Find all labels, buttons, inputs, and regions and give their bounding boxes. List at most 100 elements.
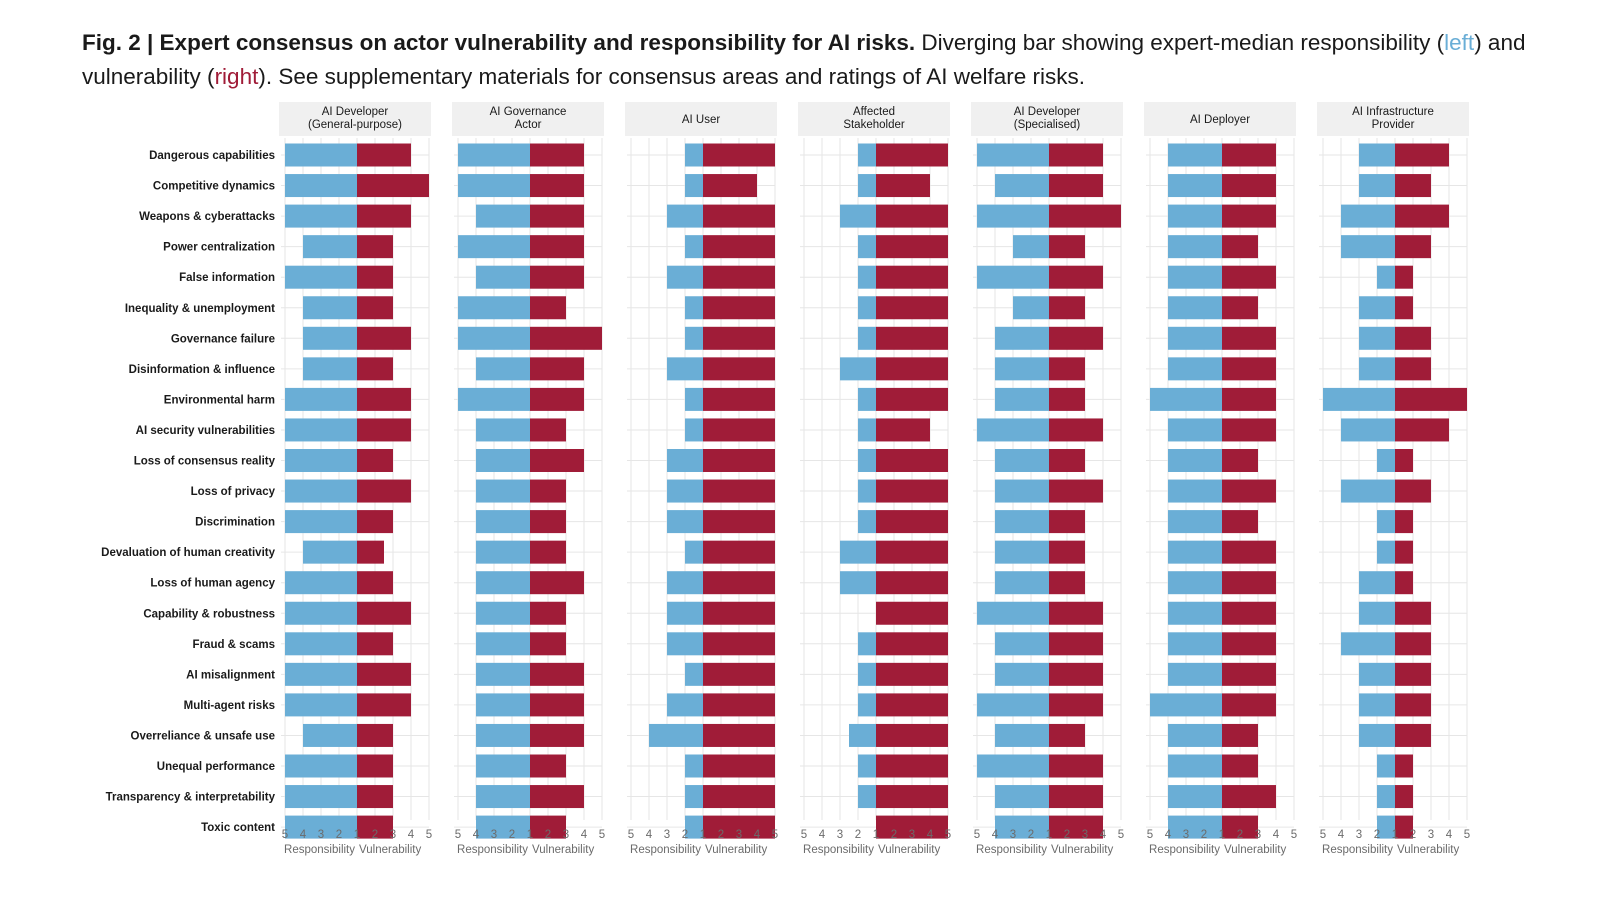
x-tick-label: 3: [563, 829, 569, 841]
bar-responsibility-ai-developer-general-purpose-capability-robustness: [285, 601, 357, 625]
bar-vulnerability-ai-deployer-transparency-interpretability: [1222, 785, 1276, 809]
x-tick-label: 1: [1392, 829, 1398, 841]
panel-title-affected-stakeholder: Affected: [853, 106, 895, 118]
x-axis-label-vulnerability: Vulnerability: [1051, 844, 1113, 856]
bar-vulnerability-affected-stakeholder-disinformation-influence: [876, 357, 948, 381]
x-tick-label: 4: [1273, 829, 1280, 841]
bar-vulnerability-ai-user-loss-of-consensus-reality: [703, 449, 775, 472]
category-label-loss-of-consensus-reality: Loss of consensus reality: [134, 456, 276, 468]
panel-title-ai-developer-general-purpose: (General-purpose): [308, 119, 402, 131]
bar-responsibility-ai-user-devaluation-of-human-creativity: [685, 540, 703, 564]
bar-responsibility-ai-user-transparency-interpretability: [685, 785, 703, 809]
bar-responsibility-ai-governance-actor-power-centralization: [458, 235, 530, 259]
bar-vulnerability-ai-developer-specialised-capability-robustness: [1049, 601, 1103, 625]
bar-vulnerability-ai-governance-actor-ai-misalignment: [530, 662, 584, 686]
bar-vulnerability-ai-deployer-overreliance-unsafe-use: [1222, 723, 1258, 747]
x-tick-label: 3: [664, 829, 670, 841]
bar-vulnerability-ai-developer-specialised-overreliance-unsafe-use: [1049, 723, 1085, 747]
category-label-false-information: False information: [179, 272, 275, 284]
bar-responsibility-ai-governance-actor-fraud-scams: [476, 632, 530, 656]
bar-responsibility-ai-developer-general-purpose-ai-misalignment: [285, 662, 357, 686]
bar-responsibility-ai-developer-specialised-power-centralization: [1013, 235, 1049, 259]
bar-responsibility-ai-user-ai-misalignment: [685, 662, 703, 686]
bar-vulnerability-ai-developer-general-purpose-fraud-scams: [357, 632, 393, 656]
bar-responsibility-ai-developer-general-purpose-discrimination: [285, 510, 357, 534]
bar-responsibility-ai-user-loss-of-privacy: [667, 479, 703, 503]
bar-responsibility-ai-infrastructure-provider-competitive-dynamics: [1359, 174, 1395, 198]
bar-vulnerability-ai-developer-general-purpose-loss-of-consensus-reality: [357, 449, 393, 472]
bar-vulnerability-ai-deployer-competitive-dynamics: [1222, 174, 1276, 198]
bar-responsibility-affected-stakeholder-overreliance-unsafe-use: [849, 723, 876, 747]
bar-responsibility-ai-developer-specialised-unequal-performance: [977, 754, 1049, 778]
bar-responsibility-ai-developer-general-purpose-loss-of-consensus-reality: [285, 449, 357, 472]
bar-responsibility-ai-infrastructure-provider-overreliance-unsafe-use: [1359, 723, 1395, 747]
bar-vulnerability-affected-stakeholder-unequal-performance: [876, 754, 948, 778]
category-label-devaluation-of-human-creativity: Devaluation of human creativity: [101, 547, 275, 559]
category-label-loss-of-human-agency: Loss of human agency: [150, 578, 275, 590]
panel-header-bg-ai-developer-specialised: [971, 102, 1123, 136]
bar-responsibility-ai-deployer-devaluation-of-human-creativity: [1168, 540, 1222, 564]
x-tick-label: 5: [426, 829, 432, 841]
bar-responsibility-ai-deployer-multi-agent-risks: [1150, 693, 1222, 717]
bar-vulnerability-ai-infrastructure-provider-fraud-scams: [1395, 632, 1431, 656]
bar-responsibility-affected-stakeholder-weapons-cyberattacks: [840, 204, 876, 228]
x-tick-label: 5: [1320, 829, 1326, 841]
x-tick-label: 3: [909, 829, 915, 841]
bar-responsibility-ai-developer-specialised-loss-of-human-agency: [995, 571, 1049, 595]
bar-vulnerability-ai-developer-specialised-devaluation-of-human-creativity: [1049, 540, 1085, 564]
bar-responsibility-ai-governance-actor-false-information: [476, 265, 530, 289]
bar-vulnerability-ai-developer-general-purpose-ai-security-vulnerabilities: [357, 418, 411, 442]
panel-title-affected-stakeholder: Stakeholder: [843, 119, 905, 131]
bar-vulnerability-ai-governance-actor-loss-of-human-agency: [530, 571, 584, 595]
figure-caption: Fig. 2 | Expert consensus on actor vulne…: [82, 26, 1572, 94]
x-axis-label-vulnerability: Vulnerability: [359, 844, 421, 856]
bar-vulnerability-ai-infrastructure-provider-transparency-interpretability: [1395, 785, 1413, 809]
bar-vulnerability-ai-governance-actor-overreliance-unsafe-use: [530, 723, 584, 747]
bar-vulnerability-ai-developer-specialised-loss-of-privacy: [1049, 479, 1103, 503]
x-tick-label: 4: [473, 829, 480, 841]
bar-vulnerability-affected-stakeholder-overreliance-unsafe-use: [876, 723, 948, 747]
bar-responsibility-ai-deployer-ai-misalignment: [1168, 662, 1222, 686]
bar-responsibility-ai-governance-actor-toxic-content: [476, 815, 530, 839]
bar-vulnerability-affected-stakeholder-capability-robustness: [876, 601, 948, 625]
bar-responsibility-ai-developer-specialised-transparency-interpretability: [995, 785, 1049, 809]
x-tick-label: 4: [1100, 829, 1107, 841]
x-tick-label: 5: [974, 829, 980, 841]
x-tick-label: 3: [1356, 829, 1362, 841]
bar-responsibility-affected-stakeholder-environmental-harm: [858, 387, 876, 411]
x-axis-label-responsibility: Responsibility: [284, 844, 355, 856]
x-axis-label-responsibility: Responsibility: [1149, 844, 1220, 856]
x-tick-label: 5: [282, 829, 288, 841]
bar-vulnerability-affected-stakeholder-loss-of-consensus-reality: [876, 449, 948, 472]
x-tick-label: 2: [682, 829, 688, 841]
bar-responsibility-ai-user-multi-agent-risks: [667, 693, 703, 717]
panel-header-bg-ai-infrastructure-provider: [1317, 102, 1469, 136]
bar-vulnerability-ai-user-ai-misalignment: [703, 662, 775, 686]
bar-vulnerability-ai-user-fraud-scams: [703, 632, 775, 656]
panel-title-ai-infrastructure-provider: Provider: [1372, 119, 1415, 131]
x-tick-label: 3: [1082, 829, 1088, 841]
bar-responsibility-ai-developer-general-purpose-multi-agent-risks: [285, 693, 357, 717]
x-tick-label: 5: [599, 829, 605, 841]
bar-vulnerability-ai-deployer-capability-robustness: [1222, 601, 1276, 625]
bar-vulnerability-affected-stakeholder-inequality-unemployment: [876, 296, 948, 320]
bar-responsibility-ai-user-toxic-content: [685, 815, 703, 839]
bar-vulnerability-ai-governance-actor-dangerous-capabilities: [530, 143, 584, 167]
bar-vulnerability-ai-user-multi-agent-risks: [703, 693, 775, 717]
bar-vulnerability-ai-deployer-disinformation-influence: [1222, 357, 1276, 381]
bar-responsibility-ai-developer-general-purpose-governance-failure: [303, 326, 357, 350]
bar-responsibility-ai-user-weapons-cyberattacks: [667, 204, 703, 228]
bar-vulnerability-ai-governance-actor-toxic-content: [530, 815, 566, 839]
bar-responsibility-affected-stakeholder-disinformation-influence: [840, 357, 876, 381]
bar-vulnerability-ai-deployer-governance-failure: [1222, 326, 1276, 350]
bar-vulnerability-ai-infrastructure-provider-toxic-content: [1395, 815, 1413, 839]
category-label-inequality-unemployment: Inequality & unemployment: [125, 303, 275, 315]
bar-responsibility-ai-developer-general-purpose-transparency-interpretability: [285, 785, 357, 809]
bar-responsibility-ai-user-ai-security-vulnerabilities: [685, 418, 703, 442]
bar-vulnerability-ai-developer-specialised-power-centralization: [1049, 235, 1085, 259]
bar-responsibility-ai-deployer-governance-failure: [1168, 326, 1222, 350]
panel-header-bg-ai-user: [625, 102, 777, 136]
caption-text-1: Diverging bar showing expert-median resp…: [915, 30, 1445, 55]
bar-responsibility-ai-governance-actor-loss-of-consensus-reality: [476, 449, 530, 472]
bar-vulnerability-affected-stakeholder-toxic-content: [876, 815, 948, 839]
